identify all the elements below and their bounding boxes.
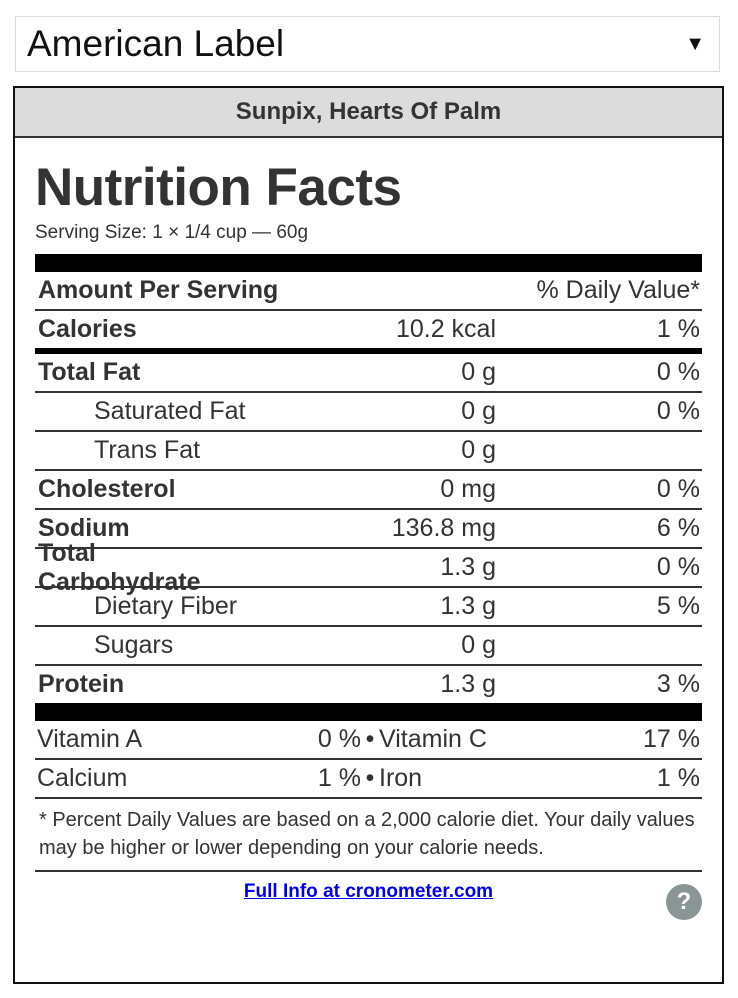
nutrient-row-dietary-fiber: Dietary Fiber 1.3 g 5 % <box>35 588 702 627</box>
nutrient-dv: 5 % <box>656 592 700 620</box>
divider-thick <box>35 703 702 721</box>
nutrient-row-total-carbohydrate: Total Carbohydrate 1.3 g 0 % <box>35 539 702 596</box>
vitamin-name: Vitamin C <box>379 725 487 753</box>
nutrient-row-sodium: Sodium 136.8 mg 6 % <box>35 510 702 549</box>
nutrient-amount: 0 g <box>461 631 496 659</box>
divider-medium <box>35 348 702 354</box>
nutrient-name: Cholesterol <box>38 475 176 503</box>
nutrient-name: Trans Fat <box>94 436 201 464</box>
nutrient-amount: 0 mg <box>440 475 496 503</box>
nutrient-dv: 0 % <box>656 397 700 425</box>
vitamin-pct: 17 % <box>643 725 700 753</box>
vitamin-row: Calcium 1 % • Iron 1 % <box>35 760 702 799</box>
vitamin-name: Vitamin A <box>37 725 143 753</box>
nutrient-name: Protein <box>38 670 125 698</box>
divider-thick <box>35 254 702 272</box>
nutrient-amount: 0 g <box>461 436 496 464</box>
nutrient-row-saturated-fat: Saturated Fat 0 g 0 % <box>35 393 702 432</box>
nutrient-amount: 10.2 kcal <box>395 315 496 343</box>
nutrient-name: Total Fat <box>38 358 141 386</box>
chevron-down-icon: ▼ <box>685 32 705 55</box>
bullet-separator: • <box>365 725 375 753</box>
food-name-header: Sunpix, Hearts Of Palm <box>15 88 722 138</box>
nutrition-label: Sunpix, Hearts Of Palm Nutrition Facts S… <box>13 86 724 984</box>
vitamin-pct: 1 % <box>656 764 700 792</box>
nutrient-dv: 6 % <box>656 514 700 542</box>
nutrient-name: Dietary Fiber <box>94 592 238 620</box>
nutrient-amount: 1.3 g <box>440 592 496 620</box>
amount-per-serving-row: Amount Per Serving % Daily Value* <box>35 272 702 311</box>
nutrient-name: Total Carbohydrate <box>38 538 201 596</box>
vitamin-name: Calcium <box>37 764 128 792</box>
bullet-separator: • <box>365 764 375 792</box>
nutrient-name: Sodium <box>38 514 130 542</box>
nutrient-row-cholesterol: Cholesterol 0 mg 0 % <box>35 471 702 510</box>
nutrient-name: Saturated Fat <box>94 397 246 425</box>
vitamin-name: Iron <box>379 764 423 792</box>
nutrient-row-sugars: Sugars 0 g <box>35 627 702 666</box>
nutrient-dv: 3 % <box>656 670 700 698</box>
nutrient-amount: 136.8 mg <box>391 514 496 542</box>
label-type-selected: American Label <box>27 23 285 64</box>
nutrient-row-trans-fat: Trans Fat 0 g <box>35 432 702 471</box>
nutrient-name: Calories <box>38 315 137 343</box>
vitamin-row: Vitamin A 0 % • Vitamin C 17 % <box>35 721 702 760</box>
label-footer: Full Info at cronometer.com ? <box>35 872 702 922</box>
nutrition-label-body: Nutrition Facts Serving Size: 1 × 1/4 cu… <box>35 138 702 922</box>
nutrient-dv: 0 % <box>656 475 700 503</box>
help-icon[interactable]: ? <box>666 884 702 920</box>
nutrient-amount: 0 g <box>461 397 496 425</box>
nutrient-dv: 1 % <box>656 315 700 343</box>
vitamin-pct: 0 % <box>317 725 361 753</box>
daily-value-footnote: * Percent Daily Values are based on a 2,… <box>35 799 702 872</box>
nutrient-row-calories: Calories 10.2 kcal 1 % <box>35 311 702 348</box>
nutrient-dv: 0 % <box>656 553 700 581</box>
daily-value-label: % Daily Value* <box>536 276 700 304</box>
nutrient-amount: 1.3 g <box>440 553 496 581</box>
vitamin-pct: 1 % <box>317 764 361 792</box>
nutrient-row-total-fat: Total Fat 0 g 0 % <box>35 354 702 393</box>
nutrient-row-protein: Protein 1.3 g 3 % <box>35 666 702 703</box>
nutrient-dv: 0 % <box>656 358 700 386</box>
label-type-dropdown[interactable]: American Label ▼ <box>15 16 720 72</box>
nutrient-amount: 0 g <box>461 358 496 386</box>
nutrient-amount: 1.3 g <box>440 670 496 698</box>
serving-size: Serving Size: 1 × 1/4 cup — 60g <box>35 222 309 243</box>
amount-per-serving-label: Amount Per Serving <box>38 276 279 304</box>
nutrient-name: Sugars <box>94 631 174 659</box>
full-info-link[interactable]: Full Info at cronometer.com <box>243 881 494 902</box>
nutrition-facts-title: Nutrition Facts <box>35 158 402 217</box>
